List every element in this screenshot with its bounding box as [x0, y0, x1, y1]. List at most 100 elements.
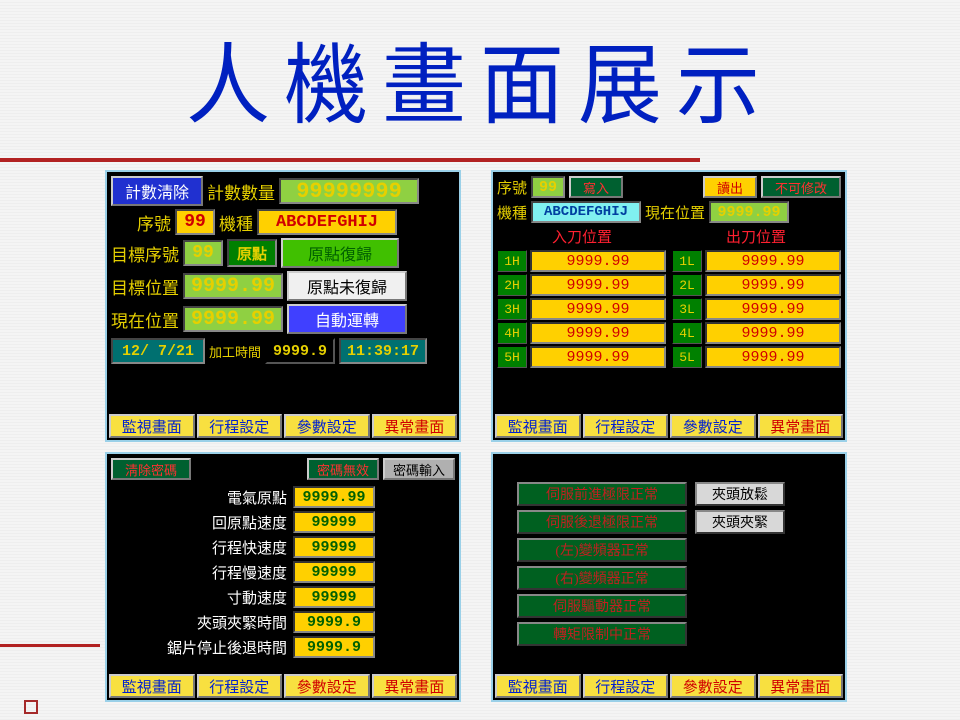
origin-indicator: 原點 [227, 239, 277, 267]
target-pos-label: 目標位置 [111, 274, 179, 299]
tab-monitor[interactable]: 監視畫面 [109, 674, 195, 698]
param-label: 電氣原點 [227, 487, 287, 508]
title-underline [0, 158, 700, 162]
pos-tag: 4L [672, 322, 702, 344]
pos-tag: 2H [497, 274, 527, 296]
status-indicator: 伺服驅動器正常 [517, 594, 687, 618]
param-value[interactable]: 99999 [293, 561, 375, 583]
pos-value[interactable]: 9999.99 [530, 250, 666, 272]
pos-tag: 3H [497, 298, 527, 320]
pos-tag: 1H [497, 250, 527, 272]
param-label: 鋸片停止後退時間 [167, 637, 287, 658]
tab-bar: 監視畫面 行程設定 參數設定 異常畫面 [495, 674, 843, 698]
pos-value[interactable]: 9999.99 [530, 322, 666, 344]
auto-run-button[interactable]: 自動運轉 [287, 304, 407, 334]
tab-alarm[interactable]: 異常畫面 [372, 674, 458, 698]
tab-bar: 監視畫面 行程設定 參數設定 異常畫面 [495, 414, 843, 438]
p2-model-label: 機種 [497, 202, 527, 223]
pos-tag: 1L [672, 250, 702, 272]
tab-param[interactable]: 參數設定 [670, 674, 756, 698]
panel-parameters: 淸除密碼 密碼無效 密碼輸入 電氣原點 9999.99 回原點速度 99999 行程快速… [105, 452, 461, 702]
p2-model-value: ABCDEFGHIJ [531, 201, 641, 223]
page-title: 人機畫面展示 [186, 15, 774, 142]
tab-stroke[interactable]: 行程設定 [583, 414, 669, 438]
model-label: 機種 [219, 210, 253, 235]
pos-tag: 4H [497, 322, 527, 344]
pos-value[interactable]: 9999.99 [530, 346, 666, 368]
tab-monitor[interactable]: 監視畫面 [495, 674, 581, 698]
count-clear-button[interactable]: 計數淸除 [111, 176, 203, 206]
p2-now-pos-value: 9999.99 [709, 201, 789, 223]
pos-value[interactable]: 9999.99 [705, 274, 841, 296]
divider-left [0, 644, 100, 647]
tab-stroke[interactable]: 行程設定 [197, 414, 283, 438]
param-value[interactable]: 99999 [293, 536, 375, 558]
out-pos-column: 1L9999.992L9999.993L9999.994L9999.995L99… [672, 250, 841, 370]
tab-stroke[interactable]: 行程設定 [197, 674, 283, 698]
password-invalid-indicator: 密碼無效 [307, 458, 379, 480]
pos-tag: 3L [672, 298, 702, 320]
now-pos-label: 現在位置 [111, 307, 179, 332]
chuck-clamp-button[interactable]: 夾頭夾緊 [695, 510, 785, 534]
status-indicator: (左)變頻器正常 [517, 538, 687, 562]
nomod-button[interactable]: 不可修改 [761, 176, 841, 198]
param-value[interactable]: 99999 [293, 511, 375, 533]
param-value[interactable]: 99999 [293, 586, 375, 608]
tab-monitor[interactable]: 監視畫面 [109, 414, 195, 438]
pos-value[interactable]: 9999.99 [705, 322, 841, 344]
pos-value[interactable]: 9999.99 [705, 346, 841, 368]
p2-seq-label: 序號 [497, 177, 527, 198]
clear-password-button[interactable]: 淸除密碼 [111, 458, 191, 480]
pos-tag: 2L [672, 274, 702, 296]
target-pos-value: 9999.99 [183, 273, 283, 299]
param-label: 寸動速度 [227, 587, 287, 608]
tab-monitor[interactable]: 監視畫面 [495, 414, 581, 438]
status-indicator: 轉矩限制中正常 [517, 622, 687, 646]
password-input-button[interactable]: 密碼輸入 [383, 458, 455, 480]
p2-seq-value: 99 [531, 176, 565, 198]
tab-stroke[interactable]: 行程設定 [583, 674, 669, 698]
origin-return-button[interactable]: 原點復歸 [281, 238, 399, 268]
p2-now-pos-label: 現在位置 [645, 202, 705, 223]
count-qty-label: 計數數量 [207, 179, 275, 204]
param-value[interactable]: 9999.99 [293, 486, 375, 508]
param-value[interactable]: 9999.9 [293, 611, 375, 633]
read-button[interactable]: 讀出 [703, 176, 757, 198]
param-label: 行程快速度 [212, 537, 287, 558]
out-pos-header: 出刀位置 [726, 226, 786, 247]
status-indicator: 伺服前進極限正常 [517, 482, 687, 506]
target-seq-label: 目標序號 [111, 241, 179, 266]
chuck-release-button[interactable]: 夾頭放鬆 [695, 482, 785, 506]
tab-bar: 監視畫面 行程設定 參數設定 異常畫面 [109, 674, 457, 698]
target-seq-value: 99 [183, 240, 223, 266]
tab-bar: 監視畫面 行程設定 參數設定 異常畫面 [109, 414, 457, 438]
pos-value[interactable]: 9999.99 [705, 250, 841, 272]
seq-value: 99 [175, 209, 215, 235]
pos-value[interactable]: 9999.99 [530, 298, 666, 320]
model-value: ABCDEFGHIJ [257, 209, 397, 235]
seq-label: 序號 [137, 210, 171, 235]
tab-alarm[interactable]: 異常畫面 [372, 414, 458, 438]
clock-display: 11:39:17 [339, 338, 427, 364]
tab-alarm[interactable]: 異常畫面 [758, 414, 844, 438]
tab-param[interactable]: 參數設定 [284, 414, 370, 438]
date-display: 12/ 7/21 [111, 338, 205, 364]
status-indicator: 伺服後退極限正常 [517, 510, 687, 534]
origin-not-button[interactable]: 原點未復歸 [287, 271, 407, 301]
in-pos-column: 1H9999.992H9999.993H9999.994H9999.995H99… [497, 250, 666, 370]
tab-param[interactable]: 參數設定 [670, 414, 756, 438]
param-label: 夾頭夾緊時間 [197, 612, 287, 633]
work-time-value: 9999.9 [265, 338, 335, 364]
pos-value[interactable]: 9999.99 [705, 298, 841, 320]
tab-param[interactable]: 參數設定 [284, 674, 370, 698]
param-label: 行程慢速度 [212, 562, 287, 583]
count-value: 99999999 [279, 178, 419, 204]
pos-tag: 5L [672, 346, 702, 368]
panel-status: 伺服前進極限正常夾頭放鬆伺服後退極限正常夾頭夾緊(左)變頻器正常(右)變頻器正常… [491, 452, 847, 702]
param-value[interactable]: 9999.9 [293, 636, 375, 658]
pos-value[interactable]: 9999.99 [530, 274, 666, 296]
panel-monitor-1: 計數淸除 計數數量 99999999 序號 99 機種 ABCDEFGHIJ 目… [105, 170, 461, 442]
tab-alarm[interactable]: 異常畫面 [758, 674, 844, 698]
write-button[interactable]: 寫入 [569, 176, 623, 198]
param-label: 回原點速度 [212, 512, 287, 533]
